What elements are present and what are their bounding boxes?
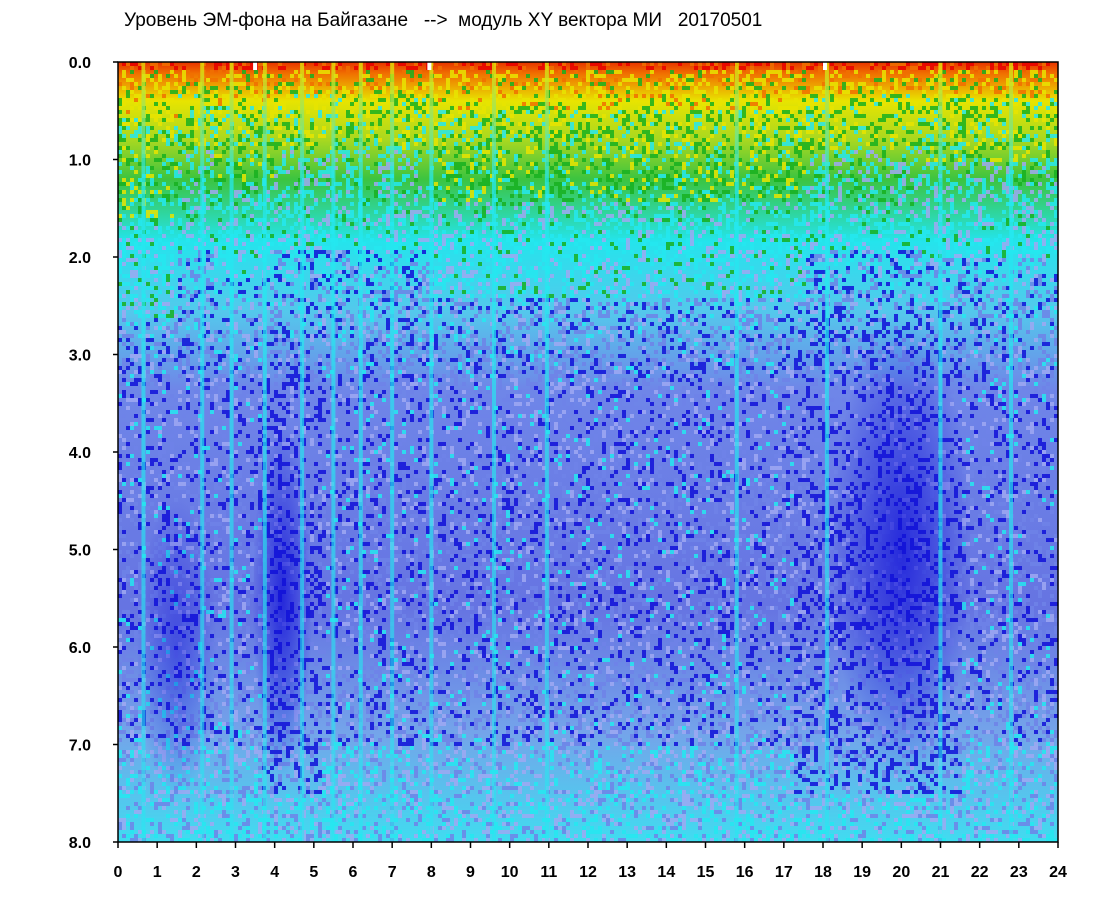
y-tick-label: 1.0	[69, 153, 91, 170]
x-tick-label: 19	[853, 864, 871, 881]
x-tick-label: 17	[775, 864, 793, 881]
heatmap-streaks	[141, 62, 1013, 842]
x-tick-label: 9	[466, 864, 475, 881]
x-tick-label: 13	[618, 864, 636, 881]
x-tick-label: 21	[932, 864, 950, 881]
y-tick-label: 8.0	[69, 835, 91, 852]
x-tick-label: 22	[971, 864, 989, 881]
y-tick-label: 6.0	[69, 640, 91, 657]
x-tick-label: 18	[814, 864, 832, 881]
x-tick-label: 12	[579, 864, 597, 881]
x-tick-label: 14	[657, 864, 675, 881]
x-tick-label: 7	[388, 864, 397, 881]
x-tick-label: 20	[892, 864, 910, 881]
chart-title: Уровень ЭМ-фона на Байгазане --> модуль …	[124, 10, 763, 31]
x-tick-label: 0	[114, 864, 123, 881]
y-tick-label: 4.0	[69, 445, 91, 462]
x-tick-label: 6	[349, 864, 358, 881]
heatmap-body	[118, 62, 1058, 842]
y-tick-label: 3.0	[69, 348, 91, 365]
y-tick-label: 5.0	[69, 543, 91, 560]
x-axis: 0 1 2 3 4 5 6 7 8 9 10 11 12 13 14 15 16 17 18 19 20 21 22 23 24	[114, 842, 1067, 881]
x-tick-label: 8	[427, 864, 436, 881]
y-tick-label: 2.0	[69, 250, 91, 267]
x-tick-label: 5	[309, 864, 318, 881]
x-tick-label: 2	[192, 864, 201, 881]
x-tick-label: 4	[270, 864, 279, 881]
x-tick-label: 11	[540, 864, 557, 881]
x-tick-label: 23	[1010, 864, 1028, 881]
y-tick-label: 0.0	[69, 55, 91, 72]
x-tick-label: 15	[697, 864, 715, 881]
y-axis: 0.0 1.0 2.0 3.0 4.0 5.0 6.0 7.0 8.0	[69, 55, 118, 852]
y-tick-label: 7.0	[69, 738, 91, 755]
x-tick-label: 1	[153, 864, 162, 881]
x-tick-label: 10	[501, 864, 519, 881]
x-tick-label: 24	[1049, 864, 1067, 881]
x-tick-label: 16	[736, 864, 754, 881]
x-tick-label: 3	[231, 864, 240, 881]
